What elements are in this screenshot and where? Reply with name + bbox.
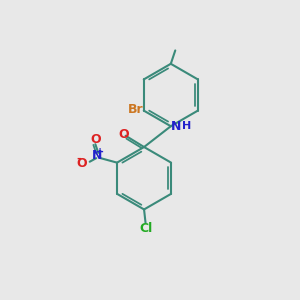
Text: O: O bbox=[119, 128, 130, 141]
Text: O: O bbox=[90, 133, 101, 146]
Text: N: N bbox=[171, 120, 181, 133]
Text: +: + bbox=[96, 147, 104, 157]
Text: H: H bbox=[182, 121, 191, 131]
Text: N: N bbox=[92, 149, 102, 162]
Text: -: - bbox=[76, 154, 81, 164]
Text: Cl: Cl bbox=[139, 222, 152, 235]
Text: Br: Br bbox=[128, 103, 143, 116]
Text: O: O bbox=[76, 157, 87, 170]
